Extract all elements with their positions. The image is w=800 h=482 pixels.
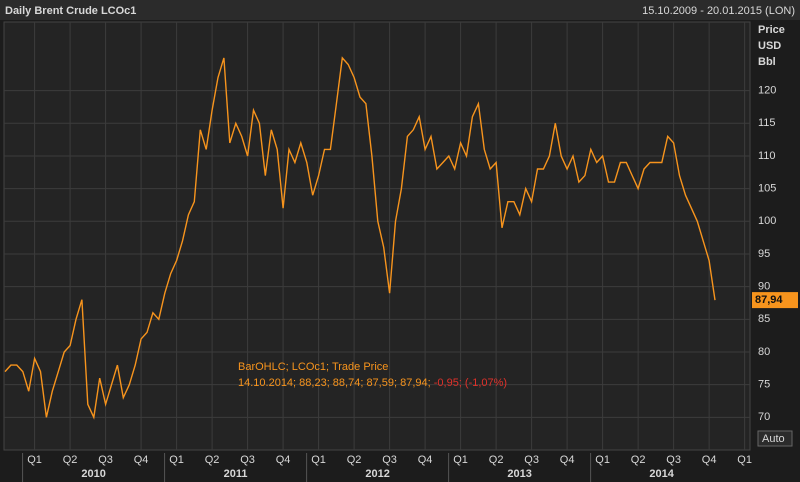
last-price-label: 87,94 [755,294,783,306]
x-tick-label: Q1 [169,454,184,466]
auto-button-label[interactable]: Auto [762,433,785,445]
last-price-box [752,292,798,309]
y-tick-label: 85 [758,313,770,325]
y-tick-label: 80 [758,346,770,358]
year-label: 2010 [81,468,105,480]
y-tick-label: 75 [758,379,770,391]
x-tick-label: Q2 [205,454,220,466]
annotation-change: -0,95; (-1,07%) [434,377,507,389]
title-bar [0,0,800,20]
y-axis-label: USD [758,40,781,52]
y-axis-label: Bbl [758,56,776,68]
y-tick-label: 70 [758,411,770,423]
x-tick-label: Q1 [453,454,468,466]
x-tick-label: Q1 [27,454,42,466]
x-tick-label: Q3 [524,454,539,466]
auto-button[interactable] [757,430,793,447]
x-tick-label: Q4 [560,454,575,466]
annotation-values: 14.10.2014; 88,23; 88,74; 87,59; 87,94; [238,377,431,389]
chart-title: Daily Brent Crude LCOc1 [5,5,136,17]
plot-area [3,21,751,451]
y-tick-label: 90 [758,281,770,293]
x-tick-label: Q2 [347,454,362,466]
x-tick-label: Q4 [134,454,149,466]
y-tick-label: 110 [758,150,776,162]
year-label: 2011 [224,468,248,480]
x-tick-label: Q1 [311,454,326,466]
x-tick-label: Q2 [63,454,78,466]
y-tick-label: 120 [758,85,776,97]
x-tick-label: Q4 [418,454,433,466]
date-range: 15.10.2009 - 20.01.2015 (LON) [642,5,795,17]
y-tick-label: 115 [758,117,776,129]
x-tick-label: Q4 [702,454,717,466]
y-tick-label: 95 [758,248,770,260]
year-label: 2014 [649,468,674,480]
x-tick-label: Q2 [489,454,504,466]
annotation: 14.10.2014; 88,23; 88,74; 87,59; 87,94; … [238,377,507,389]
y-tick-label: 105 [758,183,776,195]
y-tick-label: 100 [758,215,776,227]
x-tick-label: Q1 [595,454,610,466]
x-tick-label: Q3 [98,454,113,466]
x-tick-label: Q4 [276,454,291,466]
x-tick-label: Q1 [737,454,752,466]
x-tick-label: Q3 [240,454,255,466]
y-axis-label: Price [758,24,785,36]
year-label: 2013 [507,468,531,480]
year-label: 2012 [365,468,389,480]
annotation: BarOHLC; LCOc1; Trade Price [238,361,388,373]
x-tick-label: Q3 [382,454,397,466]
x-tick-label: Q2 [631,454,646,466]
price-line [4,56,716,420]
x-tick-label: Q3 [666,454,681,466]
